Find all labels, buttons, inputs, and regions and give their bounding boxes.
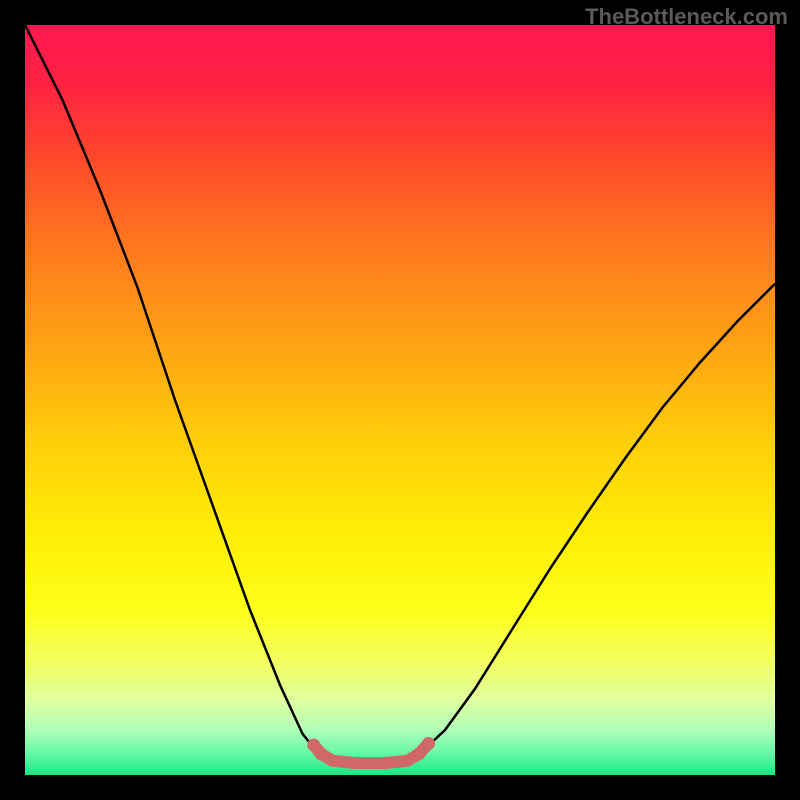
gradient-background xyxy=(25,25,775,775)
watermark-text: TheBottleneck.com xyxy=(585,4,788,30)
chart-svg xyxy=(25,25,775,775)
bottleneck-chart xyxy=(25,25,775,775)
